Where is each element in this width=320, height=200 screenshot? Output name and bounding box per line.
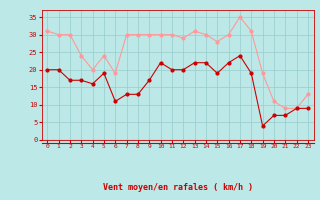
Text: Vent moyen/en rafales ( km/h ): Vent moyen/en rafales ( km/h ) (103, 183, 252, 192)
